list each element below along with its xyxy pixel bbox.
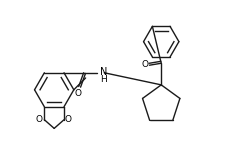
Text: O: O	[64, 115, 71, 124]
Text: O: O	[141, 60, 148, 69]
Text: H: H	[100, 75, 107, 84]
Text: N: N	[100, 67, 108, 77]
Text: O: O	[74, 89, 81, 98]
Text: O: O	[36, 115, 43, 124]
